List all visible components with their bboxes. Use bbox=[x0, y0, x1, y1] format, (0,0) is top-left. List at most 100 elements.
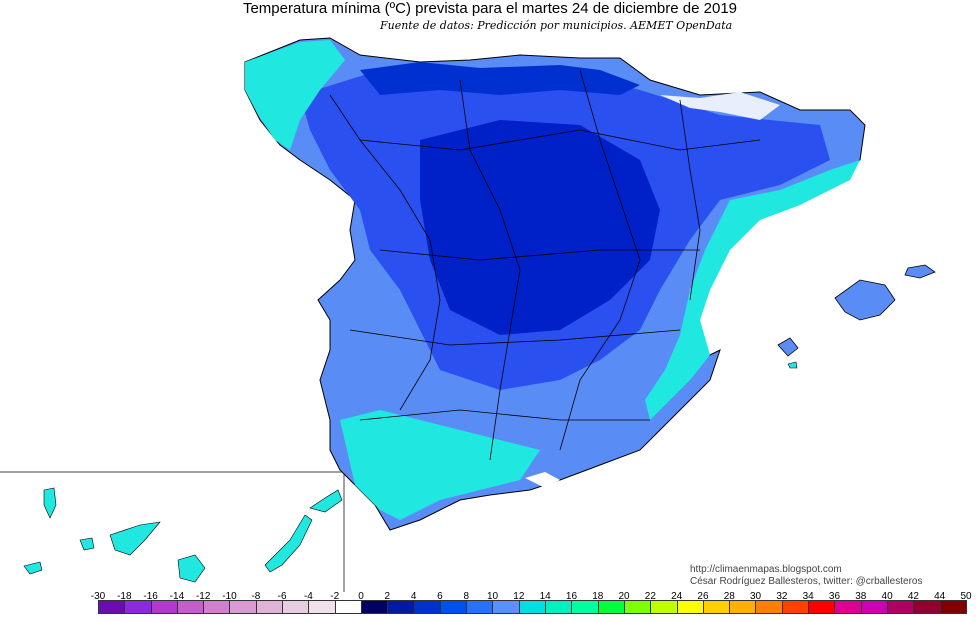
central-core bbox=[420, 120, 660, 335]
legend-swatch bbox=[308, 600, 336, 614]
legend-tick-label: 32 bbox=[776, 591, 788, 602]
gran-canaria bbox=[177, 554, 206, 583]
region-border bbox=[359, 409, 650, 421]
legend-swatch bbox=[808, 600, 836, 614]
legend-swatch bbox=[360, 600, 389, 614]
legend-tick-label: 50 bbox=[960, 591, 972, 602]
legend-tick-label: 8 bbox=[463, 591, 470, 602]
south-west-cyan bbox=[340, 410, 540, 520]
east-coast-strip bbox=[645, 160, 860, 420]
fuerteventura bbox=[264, 514, 313, 573]
legend-tick-label: 18 bbox=[592, 591, 604, 602]
legend-tick-label: 20 bbox=[618, 591, 630, 602]
legend-swatch bbox=[913, 600, 941, 614]
iberian-peninsula bbox=[244, 37, 866, 531]
legend-tick-label: 10 bbox=[486, 591, 499, 602]
legend-swatch bbox=[702, 600, 731, 614]
legend-tick-label: -8 bbox=[251, 591, 261, 602]
tenerife bbox=[109, 521, 161, 556]
legend-swatch bbox=[518, 600, 547, 614]
region-border bbox=[379, 249, 700, 261]
canary-islands bbox=[23, 487, 343, 583]
credits: http://climaenmapas.blogspot.com César R… bbox=[690, 564, 922, 588]
legend-swatch bbox=[623, 600, 652, 614]
legend-tick-label: 14 bbox=[539, 591, 551, 602]
legend-swatch bbox=[466, 600, 494, 614]
legend-swatch bbox=[176, 600, 205, 614]
legend-tick-label: -6 bbox=[277, 591, 287, 602]
legend-swatch bbox=[334, 600, 362, 614]
pyrenees-snow bbox=[660, 92, 780, 120]
legend-swatch bbox=[387, 600, 415, 614]
legend-swatch bbox=[676, 600, 704, 614]
region-border bbox=[359, 129, 761, 151]
north-cantabrian bbox=[360, 62, 640, 95]
legend-tick-label: -12 bbox=[195, 591, 211, 602]
legend-tick-label: -18 bbox=[117, 591, 132, 602]
legend-ticks: -30 -18 -16 -14 -12 -10 -8 -6 -4 -2 0 2 4 6 8 10 12 14 16 1… bbox=[88, 591, 978, 602]
credits-url: http://climaenmapas.blogspot.com bbox=[690, 564, 842, 575]
legend-tick-label: 4 bbox=[410, 591, 417, 602]
legend-tick-label: -30 bbox=[90, 591, 106, 602]
credits-author: César Rodríguez Ballesteros, twitter: @c… bbox=[690, 576, 923, 587]
legend-tick-label: 44 bbox=[934, 591, 946, 602]
sierra-nevada-snow bbox=[525, 472, 560, 488]
legend-swatch bbox=[150, 600, 178, 614]
legend-swatch bbox=[545, 600, 573, 614]
legend-swatch bbox=[755, 600, 783, 614]
balearic-islands bbox=[777, 264, 936, 369]
mallorca bbox=[834, 279, 896, 321]
menorca bbox=[904, 264, 936, 279]
legend-swatch bbox=[282, 600, 310, 614]
legend-swatch bbox=[781, 600, 810, 614]
map-subtitle: Fuente de datos: Predicción por municipi… bbox=[380, 19, 733, 32]
legend-tick-label: 24 bbox=[671, 591, 683, 602]
region-border bbox=[679, 99, 701, 301]
legend-tick-label: 36 bbox=[828, 591, 841, 602]
la-gomera bbox=[79, 537, 95, 551]
legend-tick-label: 40 bbox=[881, 591, 893, 602]
legend-swatch bbox=[597, 600, 625, 614]
legend-tick-label: 22 bbox=[644, 591, 656, 602]
region-borders bbox=[329, 69, 761, 461]
legend-tick-label: 26 bbox=[697, 591, 709, 602]
legend-swatch bbox=[229, 600, 257, 614]
legend-tick-label: 12 bbox=[513, 591, 525, 602]
legend-swatch bbox=[571, 600, 599, 614]
ibiza bbox=[777, 337, 799, 357]
legend-tick-label: 2 bbox=[384, 591, 391, 602]
formentera bbox=[787, 361, 798, 369]
region-border bbox=[459, 79, 521, 461]
legend-tick-label: 34 bbox=[802, 591, 814, 602]
legend-tick-label: -14 bbox=[169, 591, 185, 602]
region-border bbox=[349, 329, 681, 346]
legend-swatch bbox=[413, 600, 441, 614]
legend-tick-label: 6 bbox=[437, 591, 443, 602]
la-palma bbox=[43, 487, 57, 519]
legend-swatch bbox=[939, 600, 967, 614]
legend-swatch bbox=[650, 600, 678, 614]
legend-tick-label: -10 bbox=[222, 591, 237, 602]
legend-tick-label: 30 bbox=[750, 591, 762, 602]
legend-tick-label: 28 bbox=[723, 591, 735, 602]
galicia-coast bbox=[245, 40, 345, 150]
legend-swatch bbox=[886, 600, 915, 614]
el-hierro bbox=[23, 561, 43, 575]
legend-tick-label: -16 bbox=[143, 591, 158, 602]
legend-tick-label: 38 bbox=[855, 591, 867, 602]
map-title: Temperatura mínima (ºC) prevista para el… bbox=[242, 0, 738, 17]
legend-tick-label: -2 bbox=[330, 591, 340, 602]
region-border bbox=[559, 69, 641, 451]
lanzarote bbox=[309, 489, 343, 513]
legend-swatch bbox=[203, 600, 231, 614]
legend-tick-label: -4 bbox=[303, 591, 313, 602]
legend-swatch bbox=[834, 600, 862, 614]
legend-swatch bbox=[255, 600, 284, 614]
legend-color-scale bbox=[98, 600, 967, 614]
legend-tick-label: 42 bbox=[907, 591, 919, 602]
legend-swatch bbox=[492, 600, 520, 614]
legend-tick-label: 0 bbox=[358, 591, 364, 602]
legend-tick-label: 16 bbox=[565, 591, 578, 602]
legend-swatch bbox=[860, 600, 888, 614]
